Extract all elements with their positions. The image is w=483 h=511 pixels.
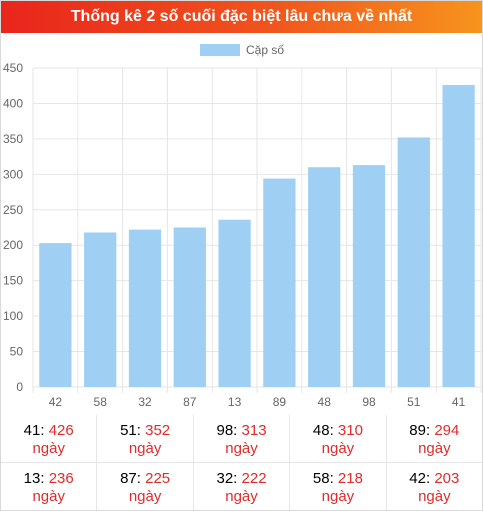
day-count: 310	[337, 422, 363, 439]
separator: :	[136, 470, 146, 487]
bar	[128, 229, 162, 387]
y-tick-label: 50	[10, 345, 24, 359]
pair-number: 51	[120, 422, 137, 439]
separator: :	[40, 422, 49, 439]
bar	[84, 232, 117, 387]
bar	[397, 137, 430, 387]
day-unit: ngày	[321, 488, 355, 505]
stats-cell: 48: 310 ngày	[290, 415, 387, 462]
y-tick-label: 150	[3, 274, 23, 288]
day-count: 218	[337, 470, 363, 487]
separator: :	[40, 470, 49, 487]
bar	[173, 227, 206, 387]
bar	[39, 243, 72, 387]
pair-number: 98	[216, 422, 234, 439]
separator: :	[329, 422, 338, 439]
day-count: 222	[241, 470, 267, 487]
bar	[218, 219, 251, 387]
stats-cell: 58: 218 ngày	[290, 463, 387, 510]
legend-label: Cặp số	[246, 43, 284, 57]
separator: :	[233, 470, 242, 487]
x-tick-label: 58	[94, 395, 108, 409]
stats-row: 13: 236 ngày 87: 225 ngày 32: 222 ngày 58: 218…	[1, 463, 482, 510]
y-tick-label: 400	[3, 96, 23, 110]
bar	[442, 85, 475, 387]
separator: :	[425, 422, 435, 439]
day-count: 225	[145, 470, 171, 487]
day-count: 313	[241, 422, 267, 439]
day-unit: ngày	[32, 488, 65, 505]
stats-cell: 87: 225 ngày	[97, 463, 194, 510]
separator: :	[136, 422, 146, 439]
day-unit: ngày	[418, 440, 451, 457]
pair-number: 42	[409, 470, 426, 487]
bar-chart: Cặp số 0 50 100 150 200 250 300 350 400 450 42 58 32 8…	[3, 43, 482, 409]
x-tick-label: 87	[183, 395, 197, 409]
stats-row: 41: 426 ngày 51: 352 ngày 98: 313 ngày 48: 310…	[1, 415, 482, 463]
x-tick-label: 98	[362, 395, 376, 409]
day-unit: ngày	[128, 488, 162, 505]
pair-number: 89	[409, 422, 426, 439]
bar	[352, 165, 386, 387]
separator: :	[425, 470, 435, 487]
separator: :	[233, 422, 242, 439]
y-tick-label: 250	[3, 203, 23, 217]
pair-number: 58	[312, 470, 330, 487]
x-tick-label: 42	[49, 395, 63, 409]
day-count: 352	[145, 422, 171, 439]
legend-swatch	[200, 44, 240, 56]
pair-number: 87	[120, 470, 137, 487]
pair-number: 48	[312, 422, 330, 439]
day-unit: ngày	[321, 440, 355, 457]
stats-cell: 51: 352 ngày	[97, 415, 194, 462]
stats-cell: 13: 236 ngày	[1, 463, 98, 510]
pair-number: 32	[216, 470, 234, 487]
day-count: 203	[434, 470, 460, 487]
x-tick-label: 13	[228, 395, 242, 409]
y-tick-label: 100	[3, 309, 23, 323]
stats-cell: 41: 426 ngày	[1, 415, 98, 462]
stats-table: 41: 426 ngày 51: 352 ngày 98: 313 ngày 48: 310…	[1, 415, 482, 510]
pair-number: 41	[23, 422, 41, 439]
day-count: 294	[434, 422, 460, 439]
stats-cell: 98: 313 ngày	[194, 415, 291, 462]
stats-cell: 89: 294 ngày	[387, 415, 482, 462]
x-tick-label: 41	[452, 395, 466, 409]
x-tick-label: 89	[273, 395, 287, 409]
panel-title: Thống kê 2 số cuối đặc biệt lâu chưa về …	[1, 1, 482, 33]
day-unit: ngày	[225, 440, 258, 457]
y-tick-label: 300	[3, 167, 23, 181]
day-unit: ngày	[128, 440, 162, 457]
day-count: 236	[48, 470, 74, 487]
separator: :	[329, 470, 338, 487]
chart-area: Cặp số 0 50 100 150 200 250 300 350 400 450 42 58 32 8…	[1, 33, 482, 413]
bar	[308, 167, 341, 387]
y-tick-label: 350	[3, 132, 23, 146]
y-tick-label: 200	[3, 238, 23, 252]
pair-number: 13	[23, 470, 41, 487]
x-tick-label: 32	[138, 395, 152, 409]
day-unit: ngày	[225, 488, 258, 505]
day-count: 426	[48, 422, 74, 439]
x-tick-label: 51	[407, 395, 421, 409]
y-tick-label: 0	[16, 380, 23, 394]
y-tick-label: 450	[3, 61, 23, 75]
bar	[263, 178, 296, 387]
stats-cell: 32: 222 ngày	[194, 463, 291, 510]
x-tick-label: 48	[318, 395, 332, 409]
day-unit: ngày	[32, 440, 65, 457]
stats-cell: 42: 203 ngày	[387, 463, 482, 510]
day-unit: ngày	[418, 488, 451, 505]
